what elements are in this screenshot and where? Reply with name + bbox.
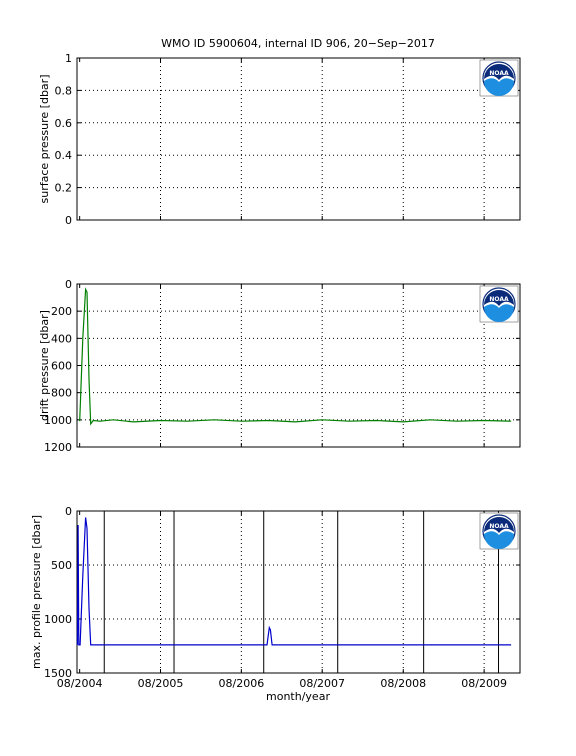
logo-sky [484,517,514,533]
panel-max-profile-pressure: 08/2004 08/2005 08/2006 08/2007 08/2008 08/20… [30,505,521,690]
chart-title: WMO ID 5900604, internal ID 906, 20−Sep−… [161,37,435,50]
y-tick-label: 0 [65,278,72,291]
series-line [79,287,512,426]
y-tick-label: 0.2 [55,182,73,195]
noaa-logo-icon: NOAA [479,59,519,97]
y-tick-label: 500 [51,559,72,572]
noaa-logo-icon: NOAA [479,512,519,550]
x-axis-label: month/year [266,690,330,703]
y-tick-label: 600 [51,360,72,373]
y-tick-label: 1200 [44,441,72,454]
logo-text: NOAA [489,70,509,77]
logo-sky [484,290,514,306]
plot-frame [76,57,521,221]
y-tick-label: 0 [65,214,72,227]
logo-text: NOAA [489,296,509,303]
y-tick-label: 1500 [44,667,72,680]
y-axis-label: max. profile pressure [dbar] [30,515,43,669]
y-tick-label: 800 [51,387,72,400]
y-tick-label: 0.8 [55,84,73,97]
noaa-logo-icon: NOAA [479,285,519,323]
y-tick-label: 1 [65,52,72,65]
y-axis-label: surface pressure [dbar] [38,75,51,204]
y-axis-label: drift pressure [dbar] [38,310,51,421]
y-tick-label: 0 [65,505,72,518]
x-tick-label: 08/2004 [57,677,103,690]
logo-sea [484,78,514,96]
logo-sea [484,531,514,549]
x-tick-label: 08/2008 [380,677,426,690]
x-tick-label: 08/2005 [138,677,184,690]
y-tick-label: 1000 [44,613,72,626]
y-tick-label: 200 [51,305,72,318]
x-tick-label: 08/2007 [299,677,345,690]
logo-sea [484,304,514,322]
y-tick-label: 400 [51,332,72,345]
logo-text: NOAA [489,523,509,530]
x-tick-label: 08/2006 [219,677,265,690]
plot-frame [76,510,521,674]
y-tick-label: 0.6 [55,117,73,130]
series-line [76,517,512,646]
x-tick-label: 08/2009 [461,677,507,690]
y-tick-label: 0.4 [55,149,73,162]
y-tick-label: 1000 [44,414,72,427]
panel-drift-pressure: 0 200 400 600 800 1000 1200 drift pressure [dba… [38,278,521,454]
logo-sky [484,64,514,80]
panel-surface-pressure: 0 0.2 0.4 0.6 0.8 1 surface pressure [dbar] NOA… [38,52,521,227]
